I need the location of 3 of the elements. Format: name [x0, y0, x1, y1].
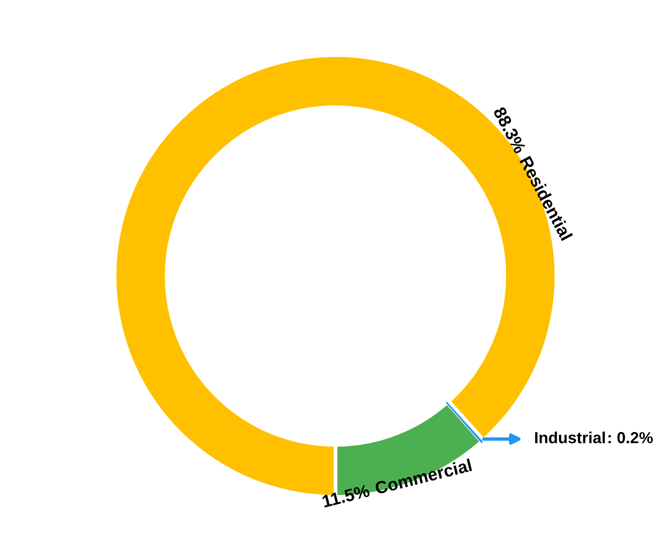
legend-label: Industrial: [535, 432, 605, 444]
data-label: : 0.2%: [608, 432, 653, 444]
data-label: 11.5%: [322, 484, 370, 508]
